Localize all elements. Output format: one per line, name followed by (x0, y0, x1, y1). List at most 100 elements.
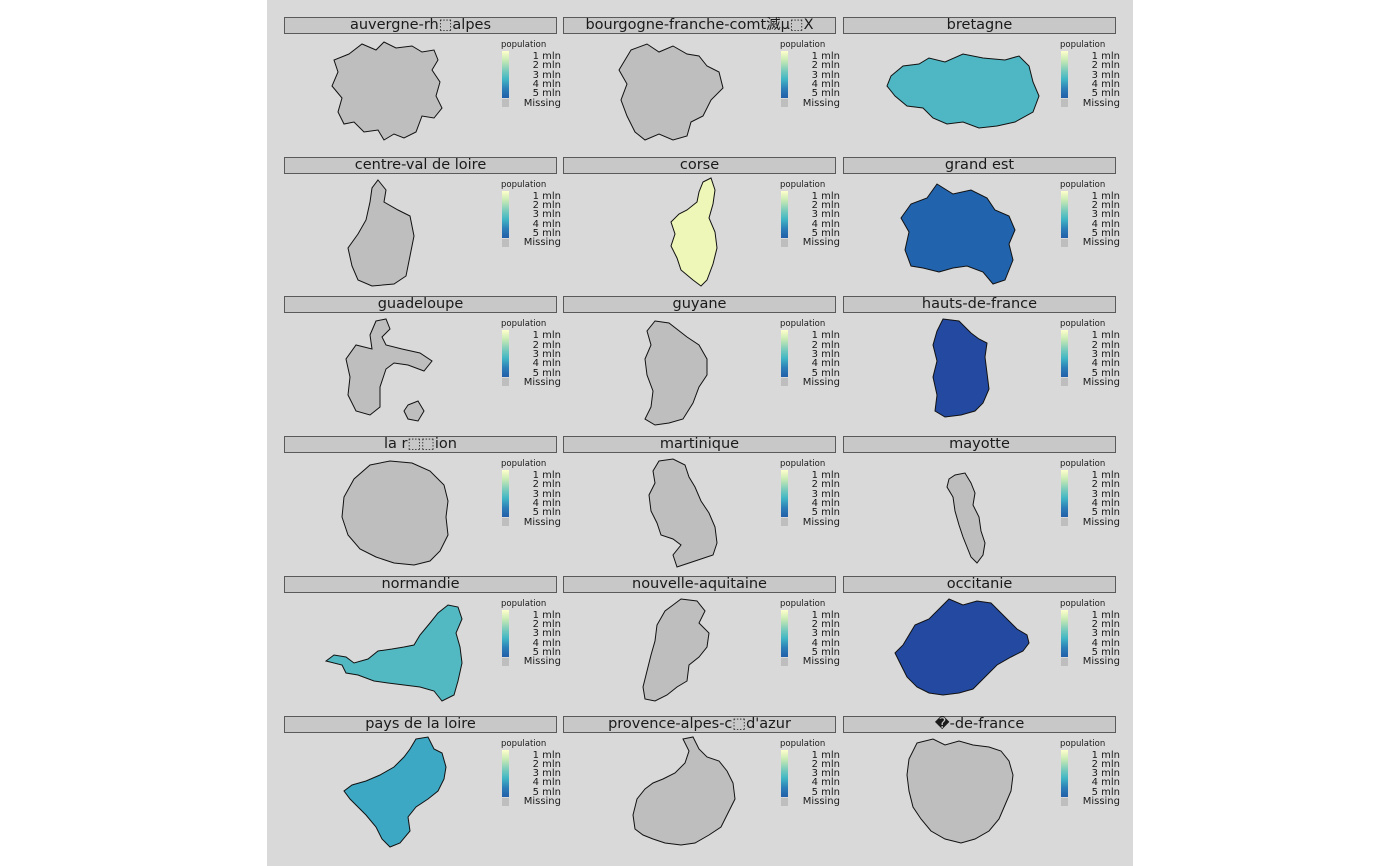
legend-label: 4 mln (811, 78, 840, 90)
legend-title: population (1060, 179, 1106, 190)
legend-title: population (501, 179, 547, 190)
legend-label: 3 mln (811, 69, 840, 81)
legend-label: 1 mln (532, 470, 561, 482)
facet-panel-provence-alpes-c-d-azur: provence-alpes-c⬚d'azur population 1 mln… (563, 699, 840, 846)
region-shape (894, 598, 1030, 696)
legend-label: 3 mln (1091, 768, 1120, 780)
legend-label: 4 mln (532, 777, 561, 789)
legend-colorbar (781, 190, 788, 238)
legend-title: population (780, 40, 826, 50)
facet-panel-hauts-de-france: hauts-de-france population 1 mln 2 mln 3 m… (843, 279, 1120, 418)
legend-missing-label: Missing (802, 237, 840, 249)
region-shape (644, 320, 708, 426)
legend-missing-label: Missing (1082, 237, 1120, 249)
legend-label: 1 mln (1091, 51, 1120, 62)
legend-label: 4 mln (811, 637, 840, 649)
legend-label: 3 mln (811, 488, 840, 500)
legend-label: 3 mln (532, 69, 561, 81)
legend-colorbar (1061, 749, 1068, 797)
legend-label: 3 mln (1091, 348, 1120, 360)
facet-strip: guyane (563, 296, 836, 314)
region-shape (324, 604, 463, 702)
legend-label: 2 mln (811, 199, 840, 211)
legend-label: 4 mln (811, 358, 840, 370)
legend-label: 3 mln (811, 209, 840, 221)
facet-strip: grand est (843, 156, 1116, 174)
facet-title: bretagne (946, 17, 1013, 33)
legend: population 1 mln 2 mln 3 mln 4 mln 5 mln Miss… (501, 319, 561, 389)
legend-label: 5 mln (1091, 507, 1120, 519)
legend: population 1 mln 2 mln 3 mln 4 mln 5 mln Miss… (780, 40, 840, 110)
legend-label: 5 mln (532, 227, 561, 239)
legend-label: 5 mln (532, 646, 561, 658)
facet-strip: bourgogne-franche-comt滅µ⬚X (563, 17, 836, 34)
legend-missing-label: Missing (802, 656, 840, 668)
facet-panel-guadeloupe: guadeloupe population 1 mln 2 mln 3 mln 4 m… (284, 279, 561, 422)
legend-missing-label: Missing (802, 97, 840, 109)
legend-missing-swatch (502, 99, 509, 107)
region-shape (331, 41, 443, 141)
legend-label: 4 mln (811, 497, 840, 509)
facet-title: normandie (381, 575, 460, 592)
facet-strip: auvergne-rh⬚alpes (284, 17, 557, 34)
legend-missing-label: Missing (523, 97, 561, 109)
legend-missing-swatch (781, 797, 788, 806)
legend-missing-label: Missing (523, 516, 561, 528)
legend-label: 1 mln (532, 330, 561, 342)
facet-title: la r⬚⬚ion (384, 436, 457, 453)
facet-strip: martinique (563, 436, 836, 454)
legend-missing-label: Missing (802, 516, 840, 528)
legend: population 1 mln 2 mln 3 mln 4 mln 5 mln Miss… (1060, 739, 1120, 809)
legend-label: 2 mln (532, 60, 561, 72)
legend-missing-swatch (1061, 378, 1068, 387)
facet-title: mayotte (949, 436, 1010, 453)
legend: population 1 mln 2 mln 3 mln 4 mln 5 mln Miss… (1060, 180, 1120, 250)
legend-title: population (780, 738, 826, 749)
legend-title: population (501, 319, 547, 330)
legend: population 1 mln 2 mln 3 mln 4 mln 5 mln Miss… (1060, 459, 1120, 529)
region-shape (341, 460, 449, 566)
legend-title: population (1060, 738, 1106, 749)
facet-panel-mayotte: mayotte population 1 mln 2 mln 3 mln 4 mln 5… (843, 419, 1120, 564)
legend-missing-swatch (502, 238, 509, 247)
legend-label: 2 mln (1091, 60, 1120, 72)
legend-label: 4 mln (811, 777, 840, 789)
legend-label: 5 mln (532, 367, 561, 379)
facet-strip: bretagne (843, 17, 1116, 34)
region-shape (886, 53, 1040, 129)
legend-title: population (501, 40, 547, 50)
facet-panel-martinique: martinique population 1 mln 2 mln 3 mln 4 m… (563, 419, 840, 568)
legend-label: 4 mln (1091, 777, 1120, 789)
legend-label: 1 mln (811, 470, 840, 482)
legend-missing-label: Missing (802, 376, 840, 388)
legend-missing-swatch (502, 797, 509, 806)
legend-label: 2 mln (811, 619, 840, 631)
legend-label: 3 mln (1091, 628, 1120, 640)
legend-label: 1 mln (811, 51, 840, 62)
legend: population 1 mln 2 mln 3 mln 4 mln 5 mln Miss… (501, 180, 561, 250)
facet-strip: �-de-france (843, 715, 1116, 733)
legend-missing-swatch (781, 378, 788, 387)
legend-missing-label: Missing (523, 376, 561, 388)
legend-missing-swatch (1061, 797, 1068, 806)
region-shape (900, 183, 1016, 285)
facet-title: auvergne-rh⬚alpes (349, 17, 492, 33)
region-shape (932, 318, 990, 418)
legend-colorbar (502, 749, 509, 797)
facet-title: guadeloupe (377, 296, 464, 313)
legend-missing-swatch (1061, 238, 1068, 247)
legend-missing-swatch (1061, 518, 1068, 527)
legend-label: 5 mln (1091, 227, 1120, 239)
legend-title: population (501, 598, 547, 609)
legend-missing-swatch (502, 518, 509, 527)
region-shape (946, 472, 986, 564)
legend-label: 2 mln (811, 339, 840, 351)
legend-missing-swatch (502, 378, 509, 387)
legend-missing-swatch (502, 657, 509, 666)
legend-missing-label: Missing (1082, 656, 1120, 668)
legend-label: 2 mln (532, 619, 561, 631)
legend-label: 2 mln (1091, 758, 1120, 770)
legend-label: 1 mln (811, 190, 840, 202)
legend-label: 3 mln (532, 209, 561, 221)
legend-label: 5 mln (1091, 646, 1120, 658)
